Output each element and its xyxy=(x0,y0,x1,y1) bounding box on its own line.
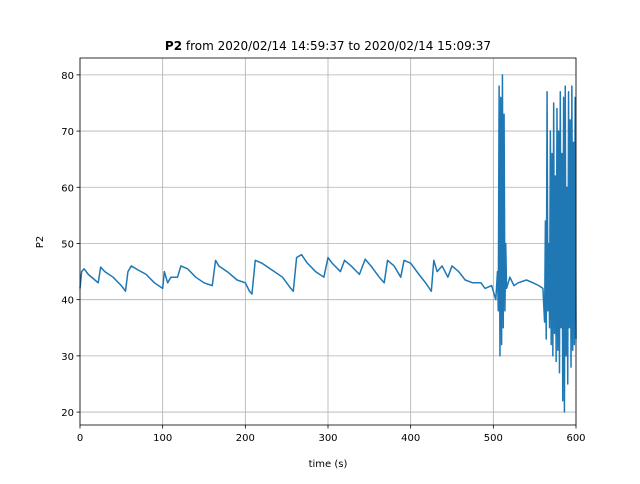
y-tick-label: 60 xyxy=(61,183,74,194)
y-tick-label: 40 xyxy=(61,296,74,307)
y-tick-label: 70 xyxy=(61,127,74,138)
x-tick-label: 200 xyxy=(236,433,255,444)
x-tick-label: 600 xyxy=(566,433,585,444)
x-axis-label: time (s) xyxy=(309,459,348,470)
y-tick-label: 80 xyxy=(61,71,74,82)
y-axis-label: P2 xyxy=(35,236,46,248)
plot-frame xyxy=(79,57,577,426)
data-line xyxy=(79,74,577,413)
y-tick-label: 20 xyxy=(61,408,74,419)
y-tick-label: 50 xyxy=(61,239,74,250)
x-tick-label: 400 xyxy=(401,433,420,444)
x-tick-label: 100 xyxy=(153,433,172,444)
x-tick-label: 300 xyxy=(318,433,337,444)
x-tick-label: 0 xyxy=(77,433,83,444)
title-rest: from 2020/02/14 14:59:37 to 2020/02/14 1… xyxy=(186,39,491,53)
title-bold: P2 xyxy=(165,39,182,53)
y-tick-label: 30 xyxy=(61,352,74,363)
x-tick-label: 500 xyxy=(484,433,503,444)
chart-title: P2 from 2020/02/14 14:59:37 to 2020/02/1… xyxy=(165,39,491,53)
